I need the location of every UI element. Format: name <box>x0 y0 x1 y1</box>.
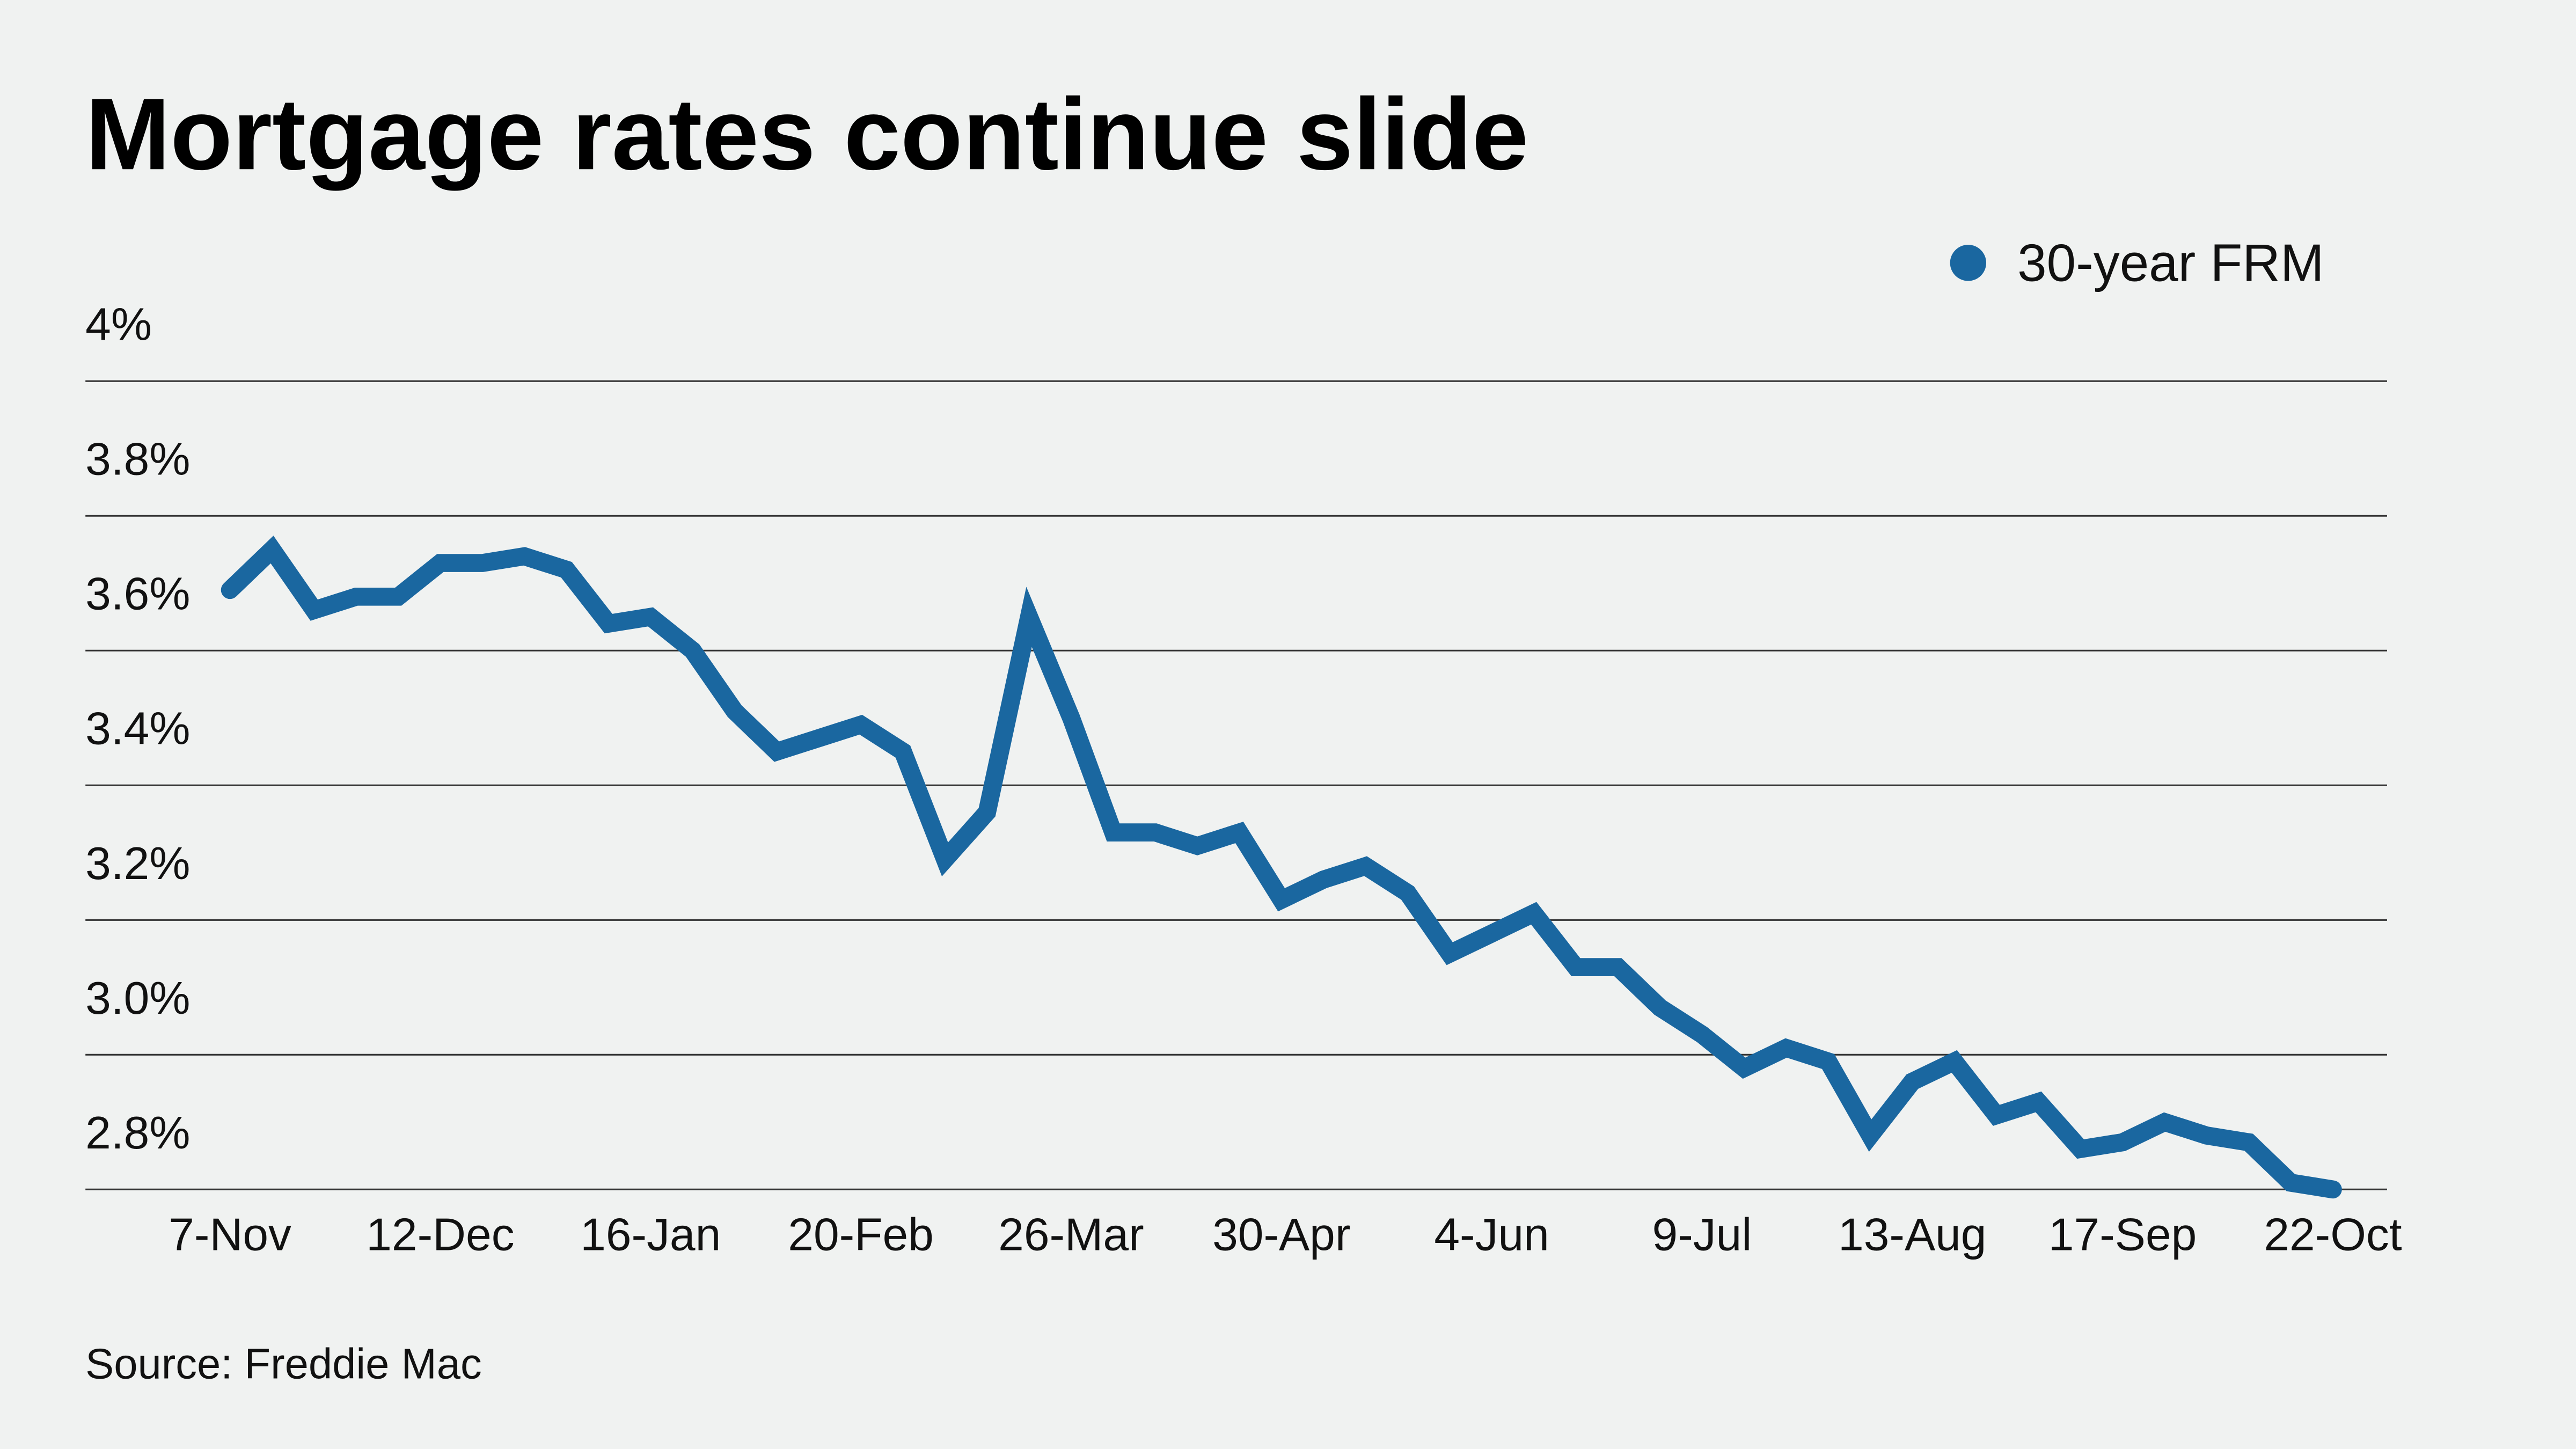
data-point <box>1491 933 1492 934</box>
data-point <box>524 556 525 557</box>
source-note: Source: Freddie Mac <box>85 1340 482 1387</box>
legend: 30-year FRM <box>1950 233 2324 292</box>
data-point <box>1365 866 1366 867</box>
data-point <box>440 562 441 564</box>
data-point <box>2290 1182 2291 1183</box>
data-point <box>566 569 567 570</box>
y-axis: 4% 3.8% 3.6% 3.4% 3.2% 3.0% 2.8% <box>85 299 190 1159</box>
chart-title: Mortgage rates continue slide <box>85 77 1528 191</box>
data-point <box>1239 832 1240 833</box>
y-tick-label: 3.8% <box>85 434 190 485</box>
y-tick-label: 3.0% <box>85 972 190 1024</box>
gridlines <box>85 380 2387 1190</box>
y-tick-label: 4% <box>85 299 152 350</box>
data-points <box>230 549 2333 1190</box>
data-point <box>1912 1081 1913 1082</box>
data-point <box>1281 899 1282 900</box>
legend-label: 30-year FRM <box>2017 233 2324 292</box>
data-point <box>1996 1115 1997 1116</box>
x-tick-label: 7-Nov <box>169 1209 291 1261</box>
x-tick-label: 20-Feb <box>788 1209 934 1261</box>
x-tick-label: 13-Aug <box>1838 1209 1986 1261</box>
data-point <box>2080 1148 2081 1150</box>
x-tick-label: 16-Jan <box>580 1209 721 1261</box>
y-tick-label: 3.6% <box>85 568 190 620</box>
x-axis: 7-Nov 12-Dec 16-Jan 20-Feb 26-Mar 30-Apr 4-Jun… <box>169 1209 2402 1261</box>
x-tick-label: 26-Mar <box>998 1209 1144 1261</box>
x-tick-label: 12-Dec <box>366 1209 514 1261</box>
data-point <box>692 650 693 651</box>
data-point <box>945 859 946 860</box>
x-tick-label: 22-Oct <box>2264 1209 2402 1261</box>
y-tick-label: 2.8% <box>85 1107 190 1159</box>
x-tick-label: 17-Sep <box>2048 1209 2197 1261</box>
x-tick-label: 4-Jun <box>1434 1209 1549 1261</box>
y-tick-label: 3.2% <box>85 838 190 889</box>
legend-marker <box>1950 245 1987 281</box>
data-point <box>2164 1122 2165 1123</box>
x-tick-label: 30-Apr <box>1212 1209 1350 1261</box>
y-tick-label: 3.4% <box>85 703 190 755</box>
data-point <box>1113 832 1114 833</box>
x-tick-label: 9-Jul <box>1652 1209 1752 1261</box>
